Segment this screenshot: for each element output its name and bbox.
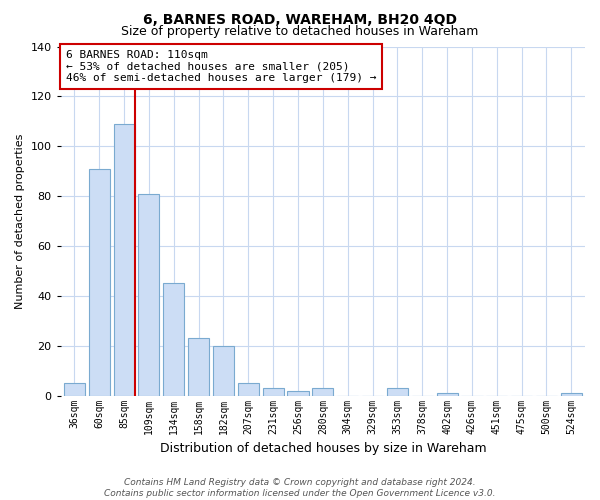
Bar: [64, 383, 85, 396]
X-axis label: Distribution of detached houses by size in Wareham: Distribution of detached houses by size …: [160, 442, 486, 455]
Bar: [89, 168, 110, 396]
Text: Size of property relative to detached houses in Wareham: Size of property relative to detached ho…: [121, 25, 479, 38]
Text: Contains HM Land Registry data © Crown copyright and database right 2024.
Contai: Contains HM Land Registry data © Crown c…: [104, 478, 496, 498]
Bar: [312, 388, 334, 396]
Bar: [437, 393, 458, 396]
Bar: [263, 388, 284, 396]
Bar: [163, 284, 184, 396]
Bar: [213, 346, 234, 396]
Bar: [113, 124, 134, 396]
Bar: [139, 194, 160, 396]
Bar: [238, 383, 259, 396]
Bar: [188, 338, 209, 396]
Text: 6, BARNES ROAD, WAREHAM, BH20 4QD: 6, BARNES ROAD, WAREHAM, BH20 4QD: [143, 12, 457, 26]
Bar: [561, 393, 582, 396]
Text: 6 BARNES ROAD: 110sqm
← 53% of detached houses are smaller (205)
46% of semi-det: 6 BARNES ROAD: 110sqm ← 53% of detached …: [66, 50, 376, 83]
Bar: [387, 388, 408, 396]
Bar: [287, 390, 308, 396]
Y-axis label: Number of detached properties: Number of detached properties: [15, 134, 25, 309]
